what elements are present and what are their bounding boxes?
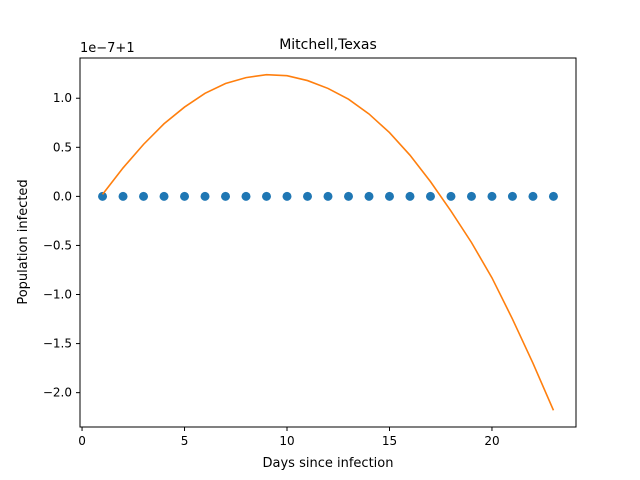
x-tick-label: 5 <box>181 434 189 448</box>
y-offset-label: 1e−7+1 <box>80 41 135 56</box>
scatter-point <box>467 192 476 201</box>
y-axis-label: Population infected <box>16 179 31 304</box>
scatter-point <box>180 192 189 201</box>
scatter-point <box>385 192 394 201</box>
y-tick-label: −2.0 <box>43 386 72 400</box>
scatter-point <box>487 192 496 201</box>
x-tick-label: 20 <box>484 434 499 448</box>
scatter-point <box>201 192 210 201</box>
x-tick-label: 15 <box>382 434 397 448</box>
x-tick-label: 10 <box>279 434 294 448</box>
y-tick-label: −0.5 <box>43 238 72 252</box>
scatter-point <box>549 192 558 201</box>
scatter-point <box>364 192 373 201</box>
scatter-point <box>160 192 169 201</box>
scatter-point <box>426 192 435 201</box>
y-tick-label: 0.5 <box>53 140 72 154</box>
scatter-point <box>119 192 128 201</box>
scatter-point <box>528 192 537 201</box>
scatter-point <box>303 192 312 201</box>
scatter-point <box>262 192 271 201</box>
scatter-point <box>344 192 353 201</box>
chart-title: Mitchell,Texas <box>279 37 377 53</box>
x-axis-label: Days since infection <box>263 456 394 471</box>
y-tick-label: 1.0 <box>53 91 72 105</box>
scatter-point <box>283 192 292 201</box>
scatter-point <box>405 192 414 201</box>
x-tick-label: 0 <box>78 434 86 448</box>
y-tick-label: −1.0 <box>43 288 72 302</box>
scatter-point <box>139 192 148 201</box>
y-tick-label: 0.0 <box>53 189 72 203</box>
scatter-point <box>242 192 251 201</box>
scatter-point <box>508 192 517 201</box>
scatter-point <box>221 192 230 201</box>
scatter-point <box>446 192 455 201</box>
scatter-point <box>324 192 333 201</box>
y-tick-label: −1.5 <box>43 337 72 351</box>
